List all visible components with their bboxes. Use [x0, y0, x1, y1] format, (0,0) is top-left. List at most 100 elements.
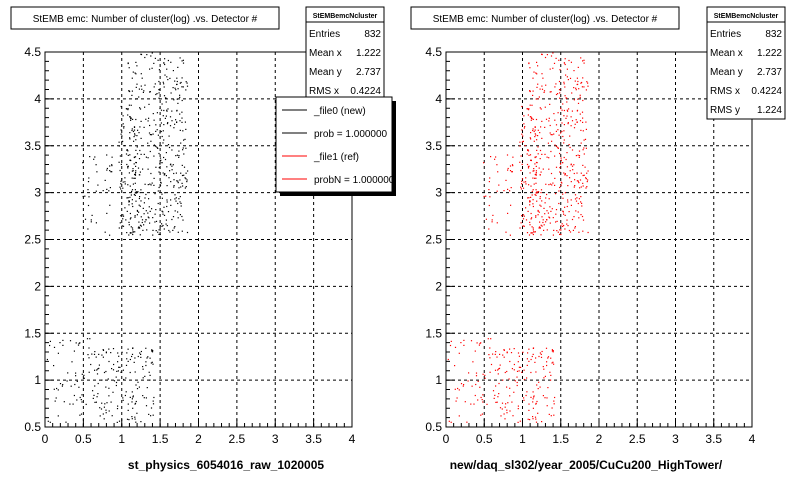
data-point — [536, 192, 538, 194]
data-point — [539, 149, 542, 152]
data-point — [102, 349, 105, 351]
data-point — [574, 226, 576, 228]
data-point — [134, 192, 136, 194]
data-point — [579, 94, 581, 96]
data-point — [449, 344, 452, 347]
data-point — [180, 205, 182, 207]
data-point — [543, 229, 545, 231]
data-point — [530, 218, 532, 220]
data-point — [563, 172, 565, 174]
data-point — [174, 123, 176, 125]
data-point — [486, 403, 488, 405]
data-point — [157, 147, 159, 149]
data-point — [131, 90, 133, 92]
data-point — [480, 414, 482, 416]
data-point — [586, 186, 588, 188]
data-point — [540, 192, 542, 194]
data-point — [561, 223, 563, 225]
data-point — [549, 68, 551, 70]
data-point — [450, 340, 452, 342]
data-point — [152, 400, 154, 402]
data-point — [144, 221, 146, 223]
data-point — [512, 156, 514, 158]
data-point — [532, 398, 534, 400]
data-point — [535, 357, 537, 359]
data-point — [555, 209, 558, 211]
data-point — [100, 408, 103, 410]
data-point — [560, 181, 562, 183]
data-point — [509, 348, 511, 350]
data-point — [546, 229, 548, 231]
data-point — [148, 217, 150, 219]
data-point — [138, 226, 140, 229]
data-point — [124, 181, 126, 183]
data-point — [570, 204, 572, 206]
data-point — [578, 88, 580, 90]
data-point — [556, 220, 558, 222]
data-point — [145, 405, 148, 407]
data-point — [563, 156, 565, 159]
data-point — [183, 153, 185, 155]
data-point — [540, 108, 542, 110]
data-point — [532, 199, 534, 201]
data-point — [552, 182, 554, 184]
data-point — [563, 213, 565, 215]
data-point — [541, 200, 543, 202]
data-point — [155, 209, 157, 211]
x-tick-label: 4 — [349, 432, 356, 446]
data-point — [582, 185, 584, 187]
data-point — [540, 171, 542, 173]
data-point — [173, 185, 175, 187]
data-point — [128, 200, 130, 202]
data-point — [529, 221, 531, 223]
y-tick-label: 2 — [34, 279, 41, 293]
data-point — [513, 363, 515, 366]
data-point — [106, 402, 108, 404]
data-point — [523, 181, 525, 183]
data-point — [577, 154, 579, 156]
x-tick-label: 3 — [672, 432, 679, 446]
data-point — [131, 199, 133, 201]
data-point — [498, 367, 501, 369]
data-point — [579, 113, 581, 115]
data-point — [560, 233, 562, 236]
data-point — [548, 198, 550, 200]
data-point — [62, 384, 64, 386]
data-point — [131, 128, 133, 130]
data-point — [139, 174, 141, 176]
legend-label: _file0 (new) — [313, 106, 366, 117]
data-point — [149, 210, 151, 212]
data-point — [473, 403, 475, 405]
data-point — [166, 205, 168, 208]
data-point — [471, 385, 473, 387]
data-point — [116, 408, 119, 410]
data-point — [110, 401, 112, 403]
legend-entries: _file0 (new)prob = 1.000000_file1 (ref)p… — [282, 106, 395, 186]
data-point — [540, 205, 542, 207]
data-point — [574, 179, 576, 181]
data-point — [549, 217, 551, 219]
data-point — [532, 203, 534, 205]
data-point — [523, 225, 525, 227]
data-point — [527, 149, 529, 151]
data-point — [139, 149, 141, 152]
legend-label: probN = 1.000000 — [314, 175, 395, 186]
data-point — [158, 69, 160, 71]
data-point — [532, 77, 534, 79]
data-point — [153, 119, 155, 121]
data-point — [167, 79, 169, 81]
data-point — [103, 406, 105, 408]
data-point — [549, 371, 551, 373]
data-point — [488, 204, 490, 207]
data-point — [574, 194, 577, 196]
data-point — [95, 164, 97, 166]
data-point — [527, 210, 529, 212]
data-point — [541, 85, 543, 87]
data-point — [129, 132, 131, 134]
legend-label: prob = 1.000000 — [314, 129, 388, 140]
data-point — [528, 154, 530, 156]
data-point — [175, 197, 177, 199]
data-point — [497, 369, 499, 371]
data-point — [49, 421, 51, 423]
data-point — [539, 221, 541, 223]
